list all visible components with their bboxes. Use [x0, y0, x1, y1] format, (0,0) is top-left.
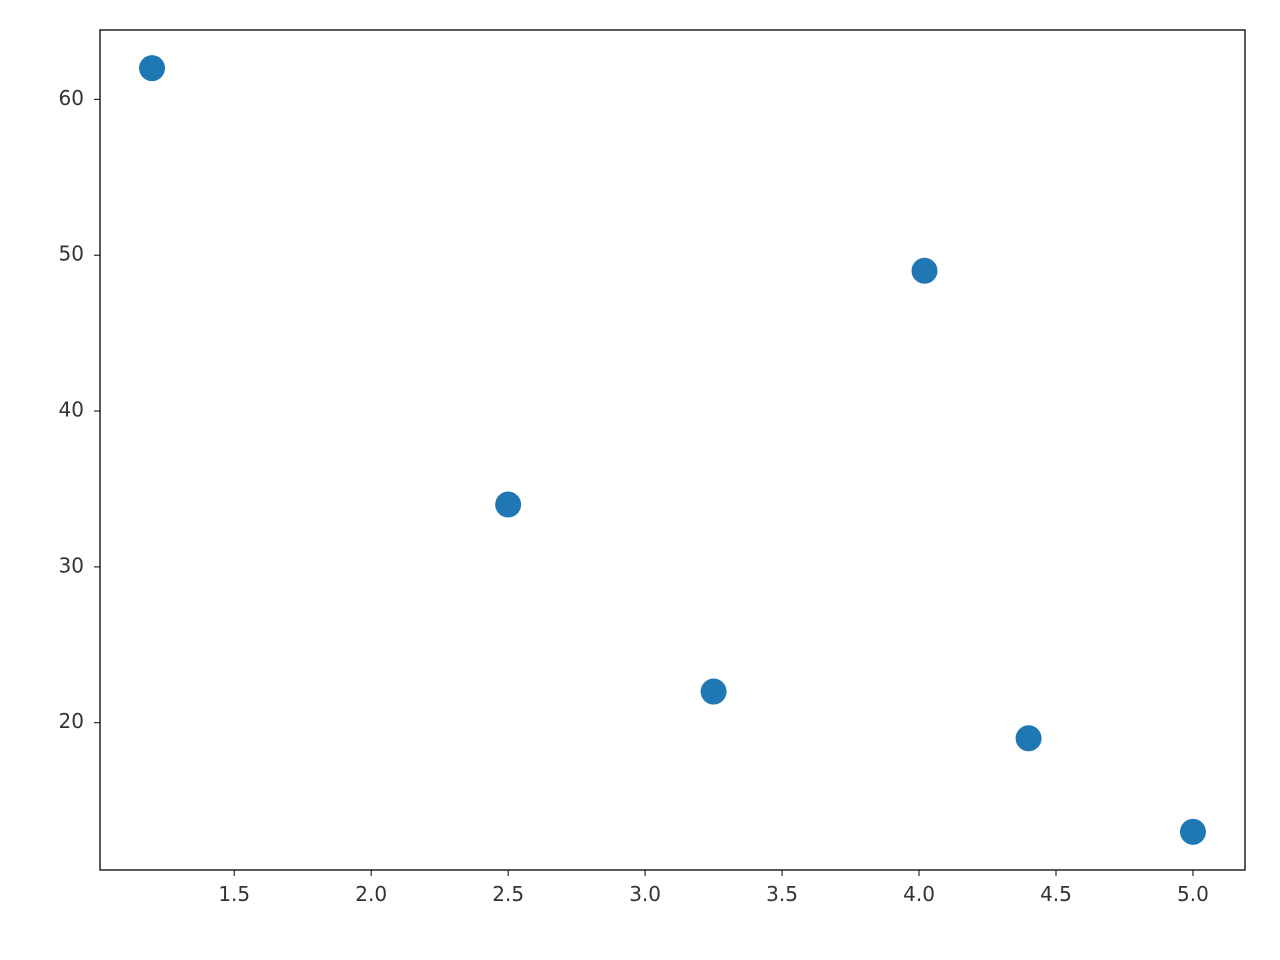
data-point [139, 55, 165, 81]
data-point [1180, 819, 1206, 845]
x-tick-label: 2.0 [355, 882, 387, 906]
x-tick-label: 2.5 [492, 882, 524, 906]
data-point [912, 258, 938, 284]
y-tick-label: 20 [59, 709, 84, 733]
y-tick-label: 60 [59, 86, 84, 110]
data-point [1016, 725, 1042, 751]
x-tick-label: 4.5 [1040, 882, 1072, 906]
y-tick-label: 50 [59, 242, 84, 266]
x-tick-label: 4.0 [903, 882, 935, 906]
data-point [495, 492, 521, 518]
chart-svg: 1.5 2.0 2.5 3.0 3.5 4.0 4.5 5.0 20 30 40 50 60 [0, 0, 1280, 960]
scatter-chart: 1.5 2.0 2.5 3.0 3.5 4.0 4.5 5.0 20 30 40 50 60 [0, 0, 1280, 960]
y-tick-label: 30 [59, 553, 84, 577]
x-tick-label: 3.0 [629, 882, 661, 906]
x-tick-label: 1.5 [218, 882, 250, 906]
data-point [701, 679, 727, 705]
y-tick-label: 40 [59, 398, 84, 422]
x-tick-label: 5.0 [1177, 882, 1209, 906]
x-tick-label: 3.5 [766, 882, 798, 906]
figure-background [0, 0, 1280, 960]
